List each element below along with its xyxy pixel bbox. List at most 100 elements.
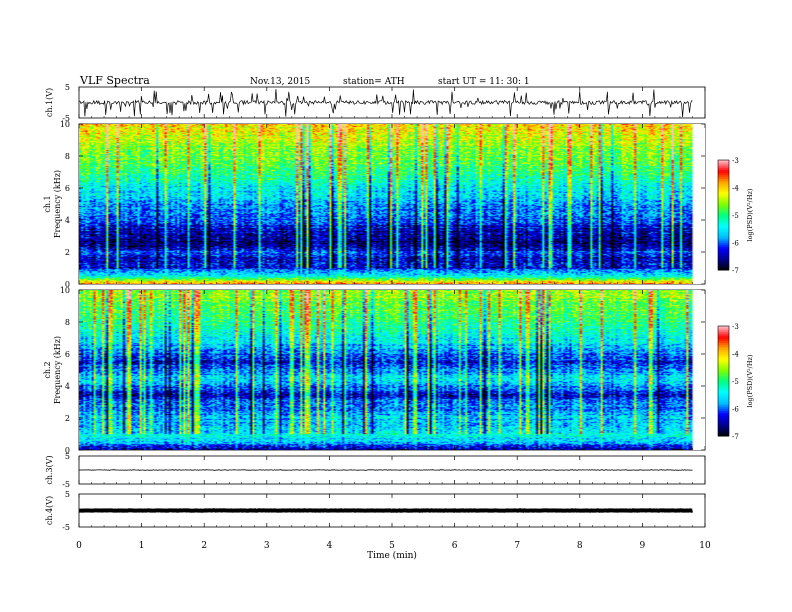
colorbar-segment	[718, 257, 729, 260]
ch1-colorbar: -3 -4 -5 -6 -7 log(PSD)(V²/Hz)	[717, 157, 754, 275]
y-tick-label: 2	[65, 414, 70, 423]
colorbar-segment	[718, 388, 729, 391]
colorbar-segment	[718, 342, 729, 345]
colorbar-segment	[718, 370, 729, 373]
y-tick-label: 0	[65, 446, 70, 455]
colorbar-segment	[718, 393, 729, 397]
colorbar-tick-label: -6	[732, 406, 739, 414]
colorbar-segment	[718, 218, 729, 221]
colorbar-segment	[718, 364, 729, 367]
colorbar-segment	[718, 259, 729, 262]
colorbar-segment	[718, 251, 729, 254]
colorbar-segment	[718, 366, 729, 369]
colorbar-segment	[718, 253, 729, 256]
colorbar-segment	[718, 395, 729, 398]
colorbar-segment	[718, 434, 729, 437]
colorbar-frame	[717, 325, 730, 437]
y-axis-title: ch.4(V)	[45, 496, 54, 525]
colorbar-label: log(PSD)(V²/Hz)	[746, 188, 754, 241]
colorbar-tick-label: -4	[732, 185, 739, 193]
colorbar-segment	[718, 160, 729, 163]
colorbar-frame	[717, 159, 730, 271]
y-tick-label: 5	[65, 452, 70, 461]
x-tick-label: 3	[264, 541, 270, 551]
y-tick-label: -5	[62, 114, 70, 123]
colorbar-tick-label: -5	[732, 212, 739, 220]
colorbar-tick-label: -4	[732, 351, 739, 359]
colorbar-segment	[718, 244, 729, 247]
colorbar-segment	[718, 248, 729, 251]
x-tick-label: 2	[201, 541, 207, 551]
colorbar-segment	[718, 335, 729, 338]
colorbar-segment	[718, 167, 729, 170]
axis-ticks	[78, 87, 706, 527]
colorbar-segment	[718, 183, 729, 187]
ch2-spectrogram	[79, 290, 705, 450]
colorbar-segment	[718, 180, 729, 183]
colorbar-segment	[718, 213, 729, 216]
colorbar-segment	[718, 198, 729, 201]
y-tick-label: 10	[60, 286, 70, 295]
colorbar-tick-label: -3	[732, 157, 739, 165]
colorbar-segment	[718, 204, 729, 207]
station-label: station= ATH	[343, 77, 405, 87]
x-tick-label: 1	[139, 541, 145, 551]
colorbar-segment	[718, 226, 729, 229]
colorbar-segment	[718, 260, 729, 264]
colorbar-segment	[718, 399, 729, 402]
y-tick-label: 6	[65, 350, 70, 359]
x-axis-tick-labels: 0 1 2 3 4 5 6 7 8 9 10	[76, 541, 711, 551]
colorbar-segment	[718, 231, 729, 234]
colorbar-segment	[718, 360, 729, 364]
y-tick-label: 4	[65, 382, 70, 391]
colorbar-segment	[718, 169, 729, 172]
ch1-waveform	[78, 89, 693, 118]
colorbar-segment	[718, 207, 729, 210]
colorbar-segment	[718, 189, 729, 192]
colorbar-segment	[718, 417, 729, 420]
colorbar-segment	[718, 425, 729, 428]
colorbar-segment	[718, 327, 729, 331]
colorbar-segment	[718, 338, 729, 342]
colorbar-segment	[718, 359, 729, 362]
y-tick-label: 5	[65, 83, 70, 92]
colorbar-segment	[718, 187, 729, 190]
y-tick-label: 2	[65, 248, 70, 257]
colorbar-tick-label: -6	[732, 240, 739, 248]
y-axis-title: ch.3(V)	[45, 455, 54, 484]
colorbar-segment	[718, 386, 729, 389]
colorbar-segment	[718, 163, 729, 166]
colorbar-segment	[718, 346, 729, 349]
colorbar-segment	[718, 368, 729, 371]
y-tick-label: 8	[65, 318, 70, 327]
x-tick-label: 6	[452, 541, 458, 551]
colorbar-segment	[718, 392, 729, 395]
x-tick-label: 10	[699, 541, 711, 551]
y-axis-channel-label: ch.2	[43, 361, 52, 378]
date-label: Nov.13, 2015	[250, 77, 311, 87]
colorbar-segment	[718, 185, 729, 188]
colorbar-segment	[718, 264, 729, 267]
colorbar-segment	[718, 428, 729, 431]
colorbar-segment	[718, 340, 729, 343]
y-tick-label: 10	[60, 120, 70, 129]
colorbar-tick-label: -7	[732, 267, 739, 275]
y-axis-title: ch.1(V)	[45, 88, 54, 117]
x-tick-label: 9	[640, 541, 646, 551]
x-tick-label: 4	[327, 541, 333, 551]
colorbar-segment	[718, 373, 729, 376]
colorbar-segment	[718, 381, 729, 384]
x-tick-label: 0	[76, 541, 82, 551]
colorbar-segment	[718, 415, 729, 419]
colorbar-segment	[718, 423, 729, 426]
colorbar-segment	[718, 209, 729, 212]
spectrogram-image	[79, 124, 705, 284]
colorbar-segment	[718, 262, 729, 265]
colorbar-segment	[718, 355, 729, 358]
colorbar-segment	[718, 211, 729, 214]
colorbar-segment	[718, 174, 729, 177]
colorbar-segment	[718, 404, 729, 408]
colorbar-segment	[718, 419, 729, 422]
x-axis-title: Time (min)	[367, 550, 417, 561]
colorbar-segment	[718, 266, 729, 269]
